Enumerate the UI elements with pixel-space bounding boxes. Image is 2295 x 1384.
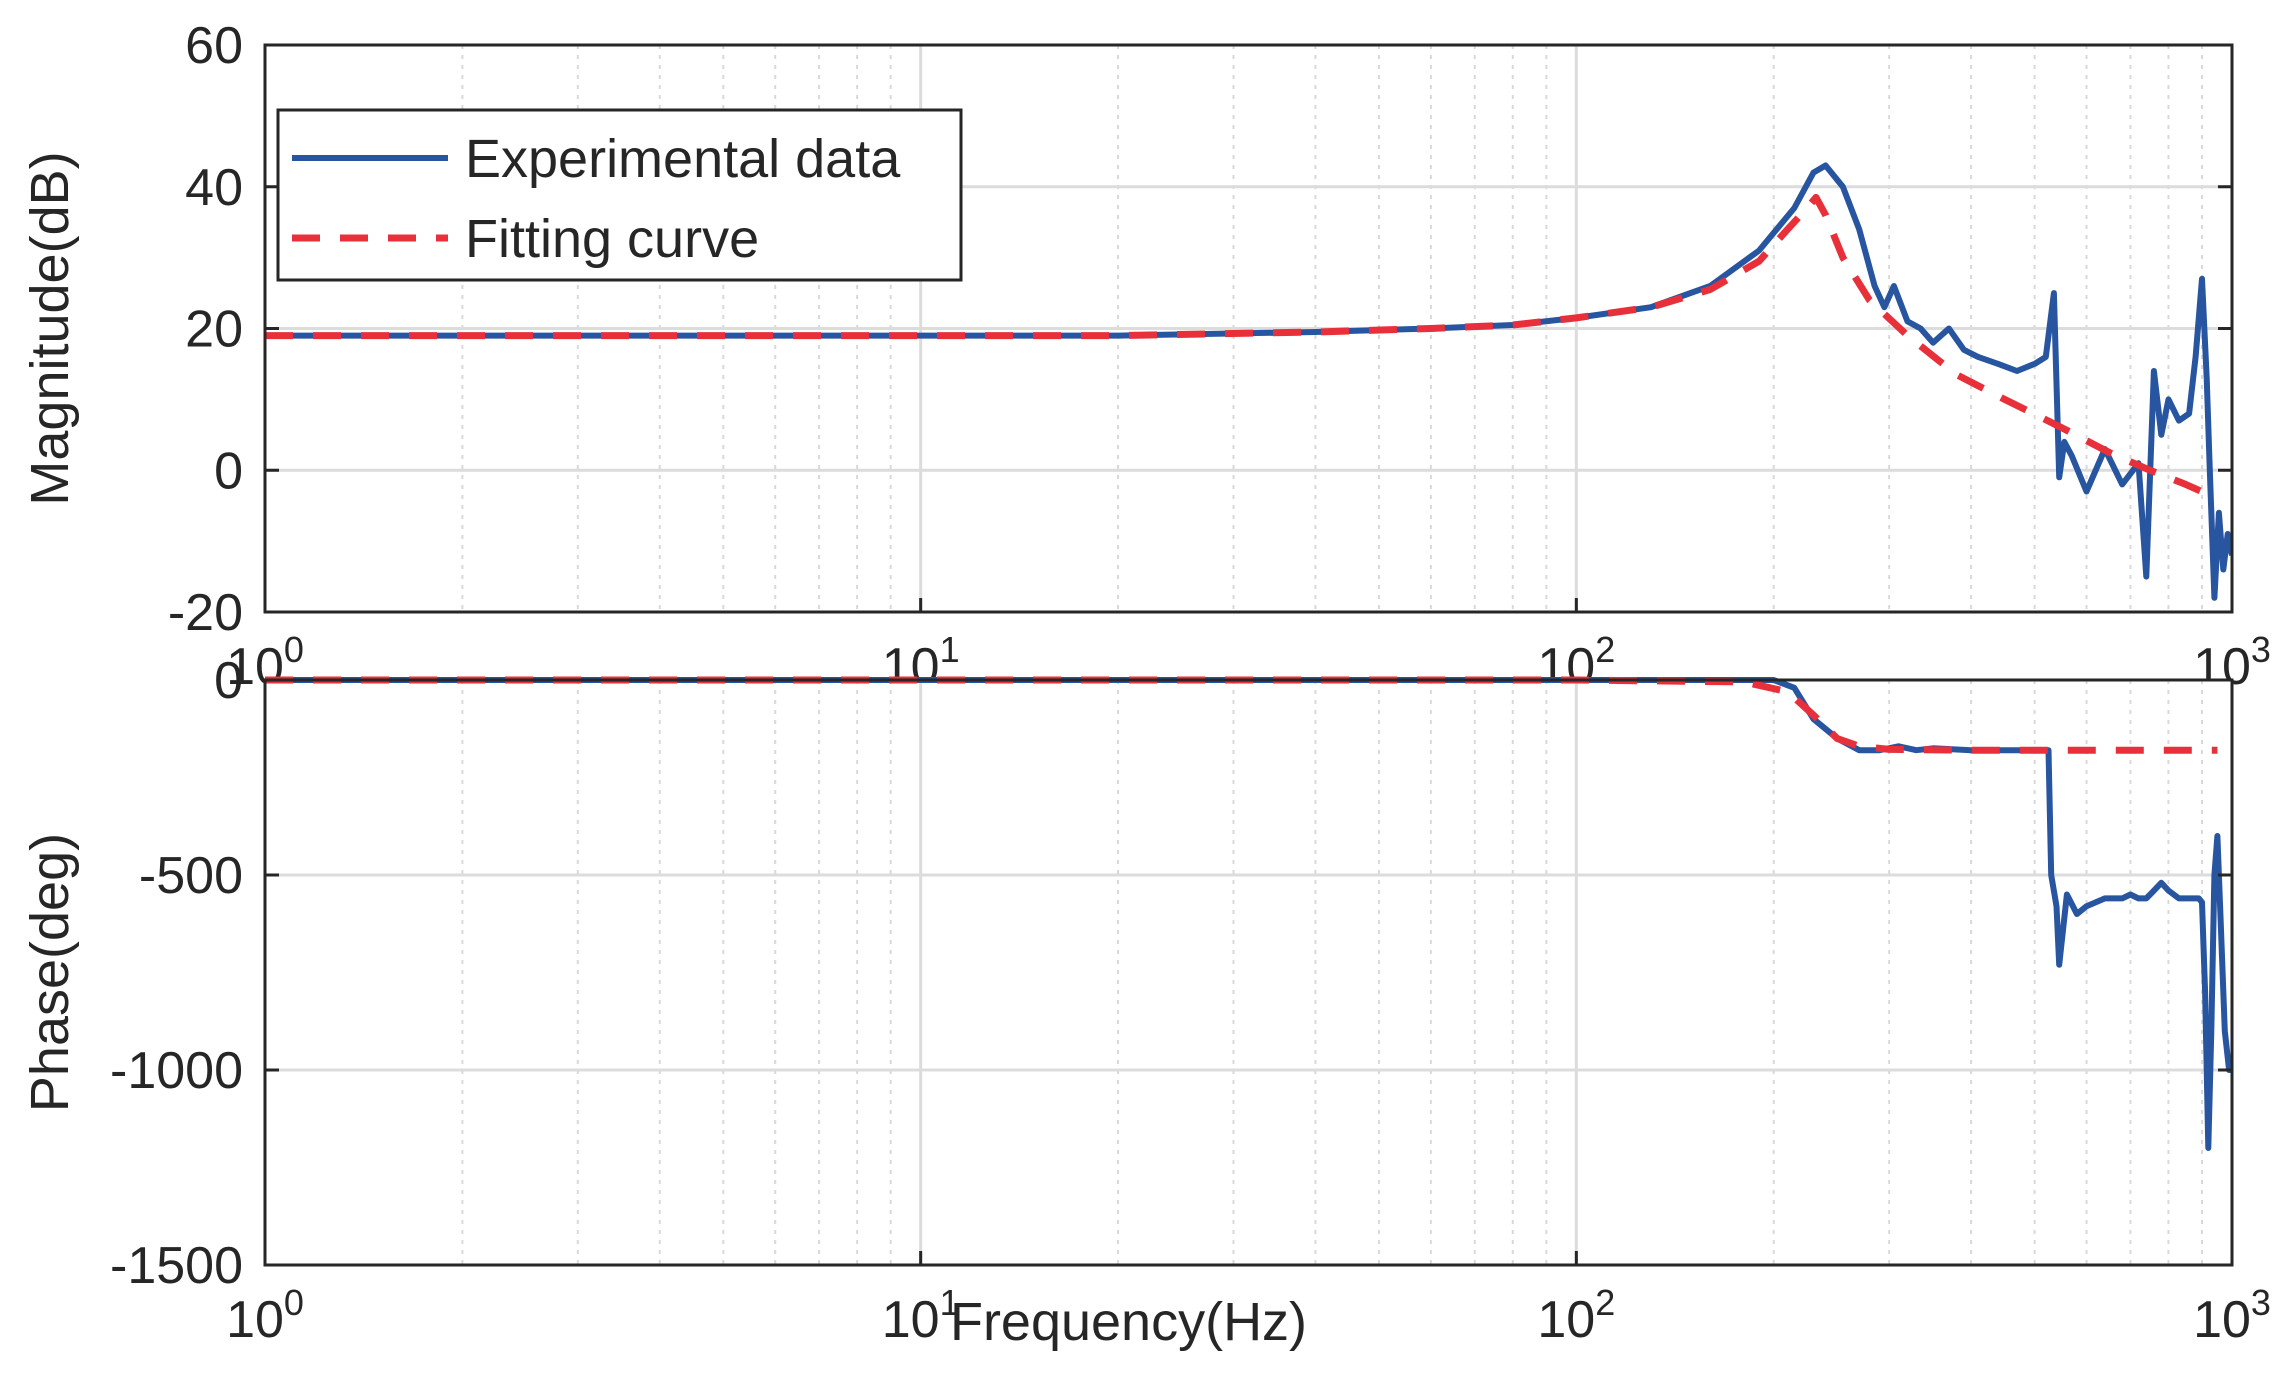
phase-xtick-label: 102 [1537, 1282, 1615, 1349]
magnitude-ylabel: Magnitude(dB) [20, 151, 80, 505]
phase-xtick-label: 101 [882, 1282, 960, 1349]
legend-label: Fitting curve [465, 209, 759, 269]
phase-plot-area [265, 680, 2232, 1265]
magnitude-ytick-label: -20 [168, 584, 243, 642]
legend-box [276, 108, 963, 282]
legend: Experimental data Fitting curve [276, 108, 963, 282]
phase-ytick-label: 0 [214, 652, 243, 710]
phase-xtick-label: 103 [2193, 1282, 2271, 1349]
phase-axes-box [263, 678, 2234, 1267]
phase-xlabel: Frequency(Hz) [950, 1292, 1307, 1352]
legend-label: Experimental data [465, 129, 901, 189]
phase-ytick-label: -1000 [110, 1042, 243, 1100]
magnitude-ytick-label: 40 [185, 159, 243, 217]
magnitude-series-fitting-curve [265, 193, 2219, 502]
magnitude-ytick-label: 60 [185, 17, 243, 75]
magnitude-ytick-label: 0 [214, 442, 243, 500]
phase-xtick-label: 100 [226, 1282, 304, 1349]
phase-ylabel: Phase(deg) [20, 833, 80, 1112]
phase-ytick-label: -1500 [110, 1237, 243, 1295]
phase-ytick-label: -500 [139, 847, 243, 905]
magnitude-ytick-label: 20 [185, 301, 243, 359]
